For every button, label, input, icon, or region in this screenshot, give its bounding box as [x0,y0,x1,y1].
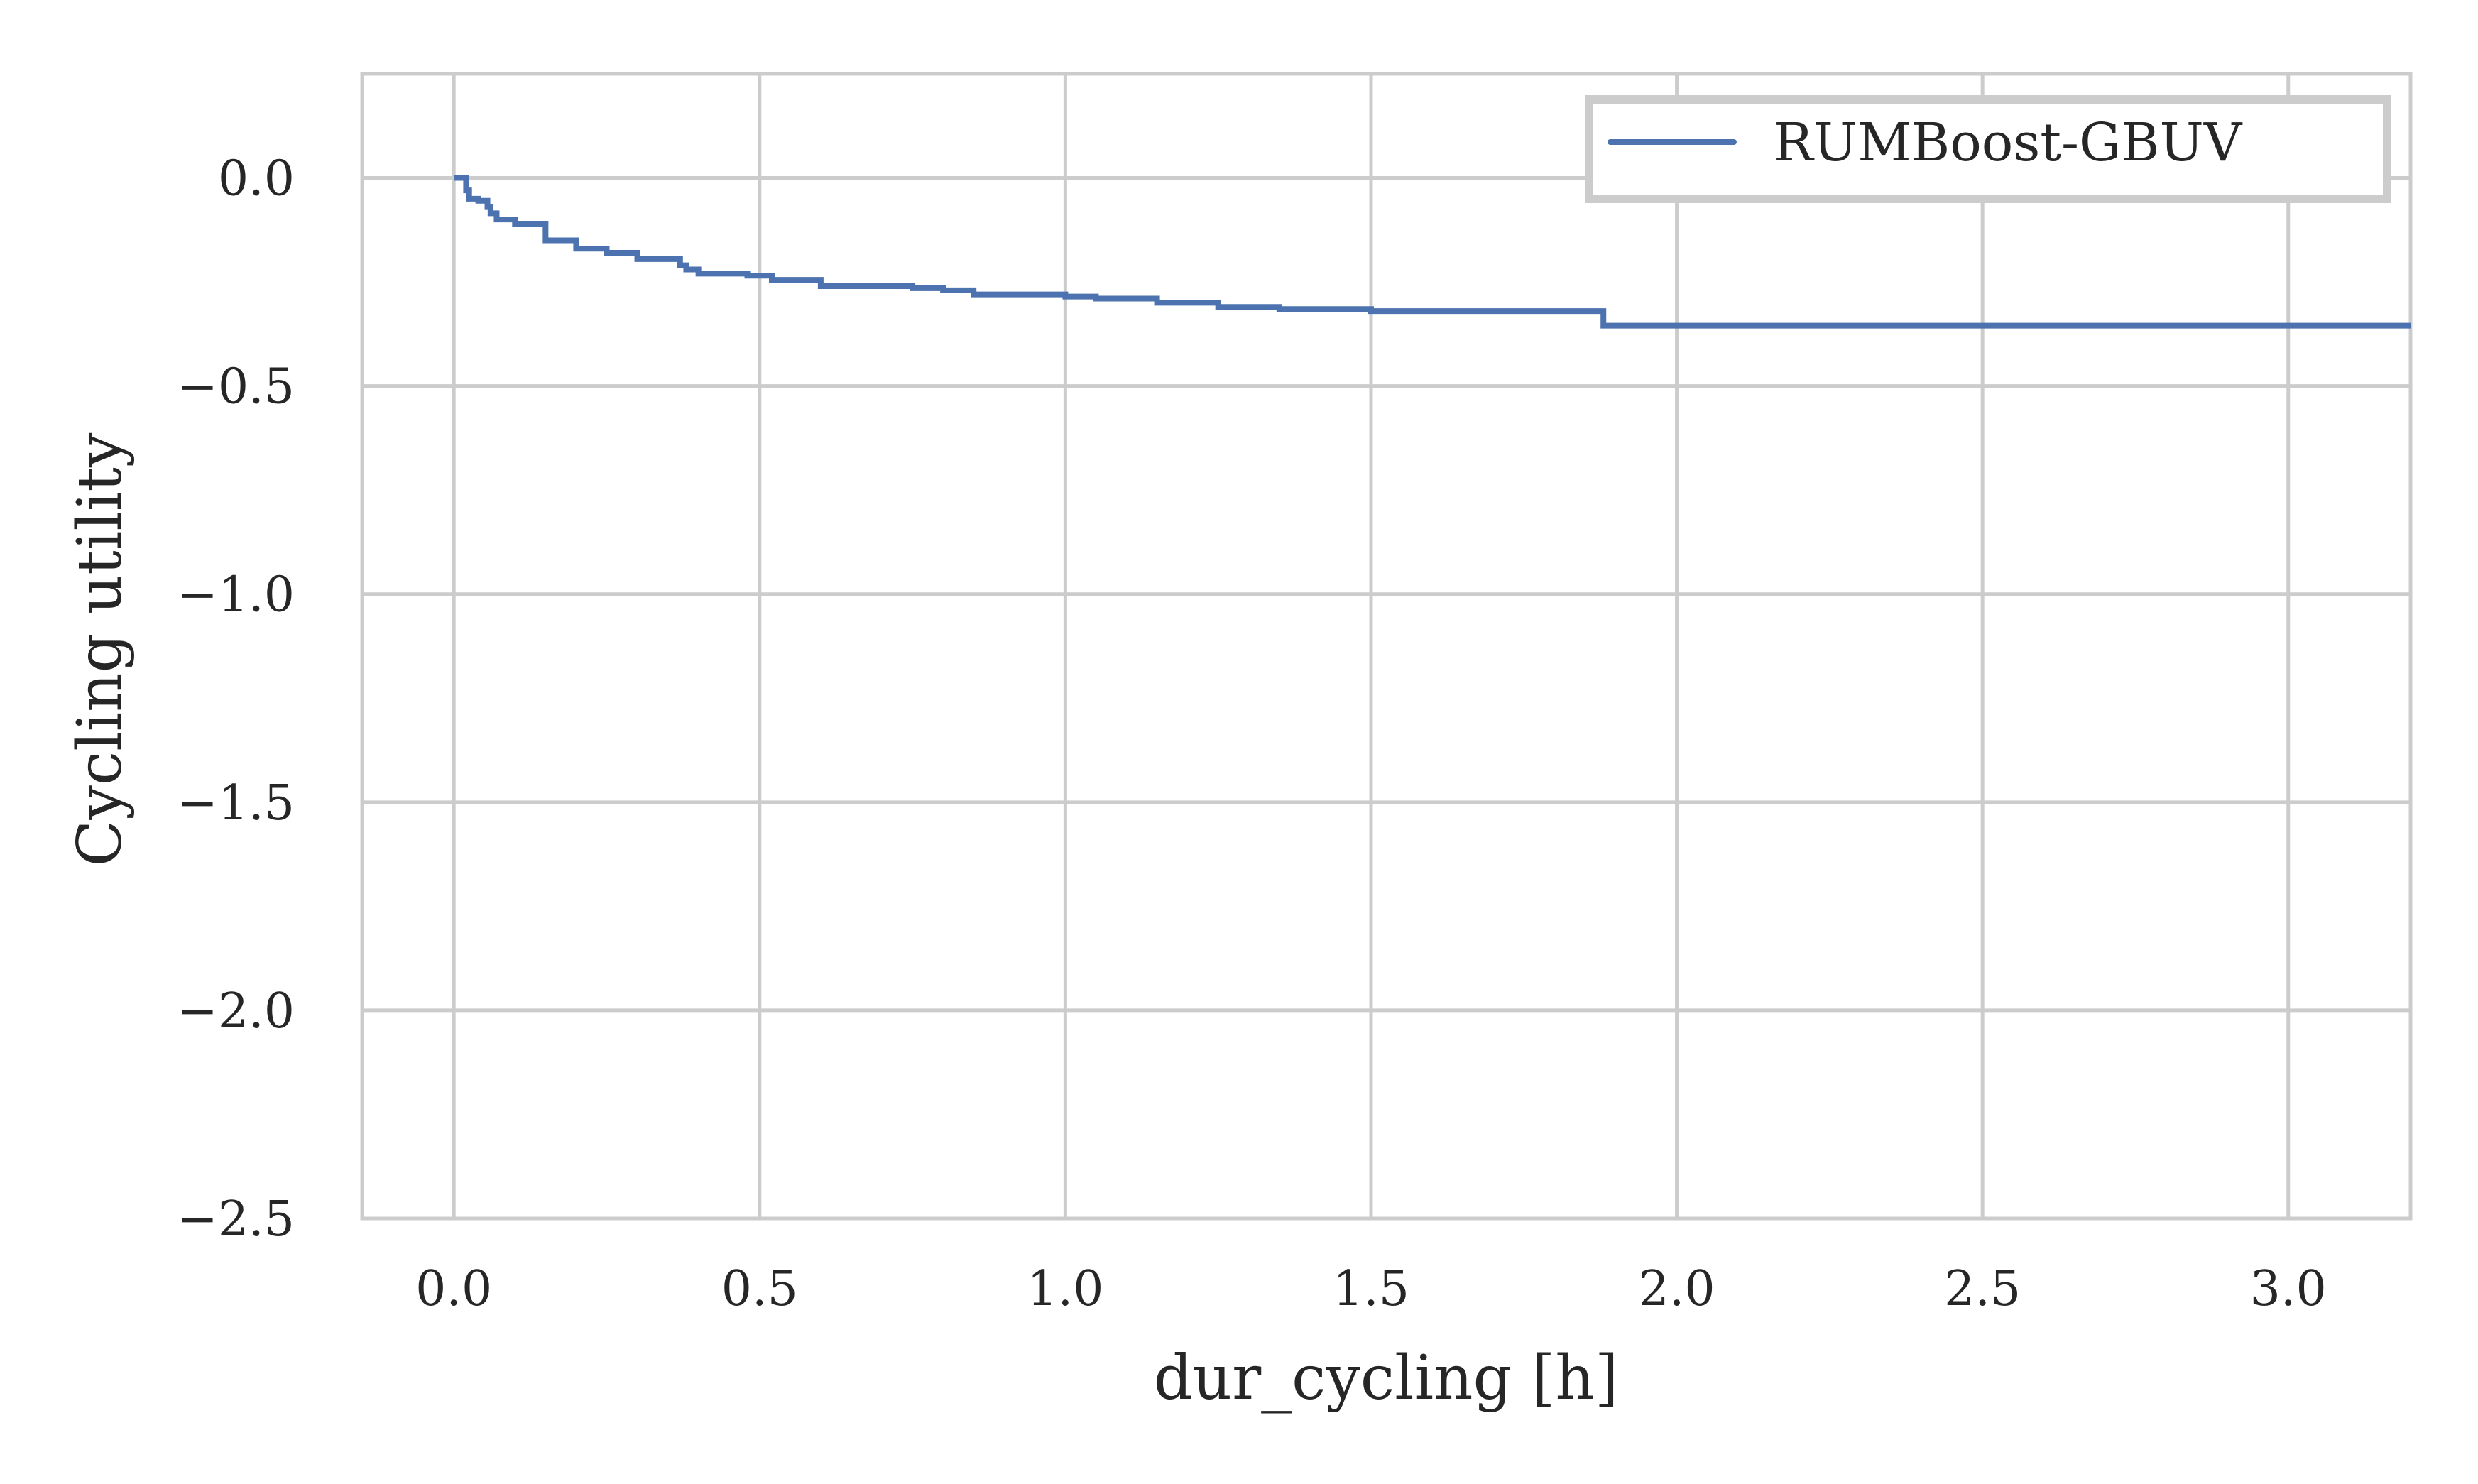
x-tick-label: 0.0 [415,1261,492,1317]
plot-frame [360,72,2413,1221]
legend-label: RUMBoost-GBUV [1774,112,2243,173]
series-layer [454,175,2411,329]
x-tick-label: 1.5 [1333,1261,1409,1317]
grid [362,74,2411,1221]
x-tick-label: 2.0 [1638,1261,1715,1317]
y-axis-ticks: 0.0 −0.5 −1.0 −1.5 −2.0 −2.5 [178,151,295,1248]
x-tick-label: 0.5 [721,1261,798,1317]
series-line [454,175,2411,329]
x-tick-label: 2.5 [1944,1261,2021,1317]
y-axis-title: Cycling utility [65,432,136,866]
legend: RUMBoost-GBUV [1585,95,2391,203]
x-axis-ticks: 0.0 0.5 1.0 1.5 2.0 2.5 3.0 [415,1261,2327,1317]
x-tick-label: 3.0 [2250,1261,2327,1317]
y-tick-label: −0.5 [178,359,295,415]
y-tick-label: −2.5 [178,1191,295,1248]
y-tick-label: −1.0 [178,567,295,623]
y-tick-label: −1.5 [178,775,295,831]
legend-box [1585,95,2391,203]
y-tick-label: −2.0 [178,983,295,1040]
x-axis-title: dur_cycling [h] [1154,1343,1619,1414]
y-tick-label: 0.0 [218,151,295,207]
x-tick-label: 1.0 [1027,1261,1103,1317]
